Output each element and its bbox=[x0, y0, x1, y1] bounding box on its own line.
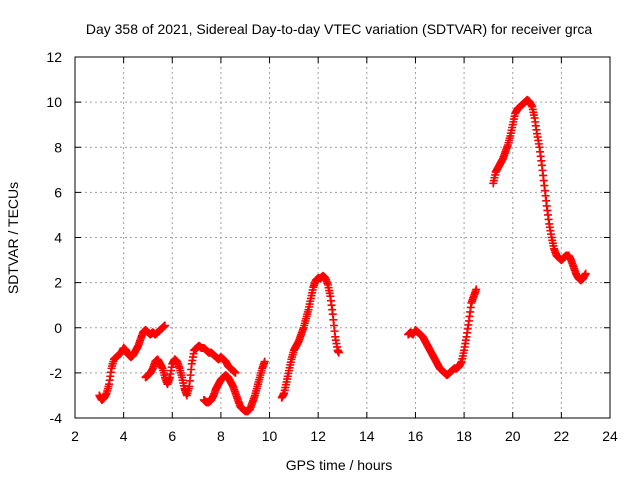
y-tick-label: -2 bbox=[50, 365, 63, 381]
y-axis-label: SDTVAR / TECUs bbox=[5, 182, 21, 294]
data-point bbox=[334, 348, 343, 357]
x-tick-label: 10 bbox=[262, 428, 278, 444]
y-tick-label: 0 bbox=[54, 320, 62, 336]
series-arc-4 bbox=[277, 271, 343, 402]
x-tick-label: 6 bbox=[168, 428, 176, 444]
y-tick-label: 10 bbox=[46, 94, 62, 110]
x-tick-label: 4 bbox=[120, 428, 128, 444]
x-tick-label: 22 bbox=[554, 428, 570, 444]
series-arc-2 bbox=[141, 341, 240, 400]
series-arc-1 bbox=[95, 321, 169, 404]
x-tick-label: 2 bbox=[71, 428, 79, 444]
y-tick-label: -4 bbox=[50, 410, 63, 426]
plot-frame bbox=[74, 56, 611, 419]
data-point bbox=[472, 285, 481, 294]
data-point bbox=[160, 321, 169, 330]
y-tick-label: 4 bbox=[54, 230, 62, 246]
series-arc-5 bbox=[404, 285, 481, 380]
x-tick-label: 14 bbox=[359, 428, 375, 444]
y-tick-label: 8 bbox=[54, 139, 62, 155]
chart-title: Day 358 of 2021, Sidereal Day-to-day VTE… bbox=[86, 21, 592, 37]
y-tick-label: 12 bbox=[46, 49, 62, 65]
series-arc-6 bbox=[489, 95, 590, 285]
y-tick-label: 2 bbox=[54, 275, 62, 291]
x-tick-label: 24 bbox=[602, 428, 618, 444]
x-tick-label: 18 bbox=[456, 428, 472, 444]
x-tick-label: 16 bbox=[408, 428, 424, 444]
data-points bbox=[95, 95, 590, 416]
data-point bbox=[260, 357, 269, 366]
x-tick-label: 12 bbox=[310, 428, 326, 444]
axes bbox=[74, 56, 611, 419]
data-point bbox=[231, 368, 240, 377]
x-tick-label: 8 bbox=[217, 428, 225, 444]
data-point bbox=[581, 269, 590, 278]
x-tick-labels: 2 4 6 8 10 12 14 16 18 20 22 24 bbox=[71, 428, 618, 444]
y-tick-label: 6 bbox=[54, 184, 62, 200]
series-arc-3 bbox=[199, 357, 269, 416]
x-tick-label: 20 bbox=[505, 428, 521, 444]
x-axis-label: GPS time / hours bbox=[286, 457, 393, 473]
y-tick-labels: -4 -2 0 2 4 6 8 10 12 bbox=[46, 49, 62, 426]
